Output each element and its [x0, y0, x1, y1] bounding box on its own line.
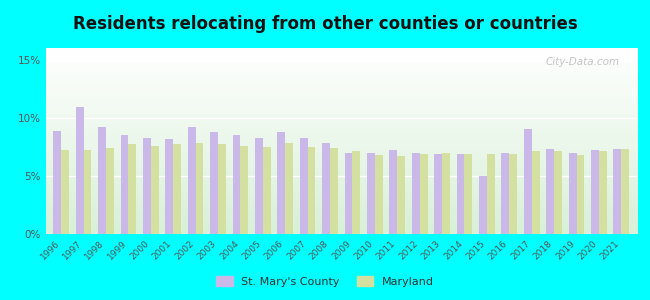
Bar: [442, 153, 450, 234]
Bar: [501, 153, 510, 234]
Legend: St. Mary's County, Maryland: St. Mary's County, Maryland: [211, 272, 439, 291]
Bar: [375, 155, 383, 234]
Bar: [389, 150, 397, 234]
Bar: [129, 145, 136, 234]
Bar: [621, 149, 629, 234]
Bar: [61, 150, 69, 234]
Bar: [106, 148, 114, 234]
Bar: [487, 154, 495, 234]
Bar: [510, 154, 517, 234]
Bar: [397, 156, 405, 234]
Text: Residents relocating from other counties or countries: Residents relocating from other counties…: [73, 15, 577, 33]
Bar: [233, 135, 240, 234]
Bar: [352, 152, 360, 234]
Bar: [524, 129, 532, 234]
Bar: [53, 130, 61, 234]
Bar: [554, 152, 562, 234]
Bar: [120, 135, 129, 234]
Bar: [569, 153, 577, 234]
Bar: [188, 127, 196, 234]
Bar: [344, 153, 352, 234]
Bar: [599, 152, 606, 234]
Bar: [420, 154, 428, 234]
Text: City-Data.com: City-Data.com: [545, 57, 619, 67]
Bar: [84, 150, 92, 234]
Bar: [412, 153, 420, 234]
Bar: [76, 107, 84, 234]
Bar: [98, 127, 106, 234]
Bar: [532, 152, 539, 234]
Bar: [614, 149, 621, 234]
Bar: [278, 132, 285, 234]
Bar: [330, 148, 338, 234]
Bar: [300, 137, 307, 234]
Bar: [285, 143, 293, 234]
Bar: [255, 137, 263, 234]
Bar: [218, 145, 226, 234]
Bar: [165, 139, 173, 234]
Bar: [546, 149, 554, 234]
Bar: [457, 154, 465, 234]
Bar: [173, 145, 181, 234]
Bar: [143, 137, 151, 234]
Bar: [322, 143, 330, 234]
Bar: [577, 155, 584, 234]
Bar: [307, 147, 315, 234]
Bar: [367, 153, 375, 234]
Bar: [240, 146, 248, 234]
Bar: [151, 146, 159, 234]
Bar: [210, 132, 218, 234]
Bar: [263, 147, 270, 234]
Bar: [196, 143, 203, 234]
Bar: [591, 150, 599, 234]
Bar: [479, 176, 487, 234]
Bar: [465, 154, 473, 234]
Bar: [434, 154, 442, 234]
